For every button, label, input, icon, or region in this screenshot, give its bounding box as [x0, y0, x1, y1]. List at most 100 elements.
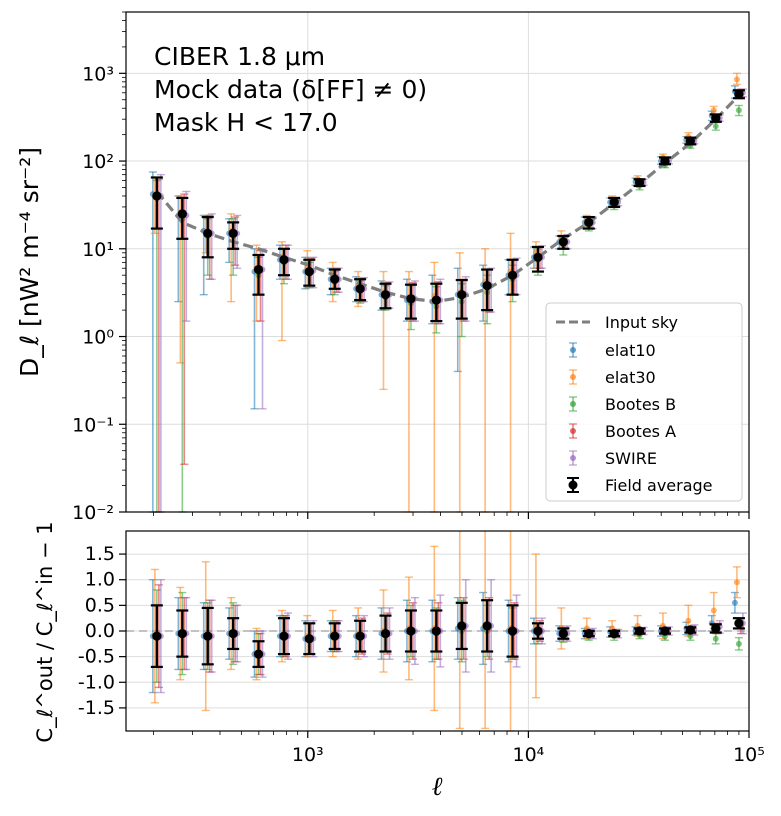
- bottom-ytick-label: 0.0: [85, 620, 115, 642]
- residual-field-average-point: [355, 631, 365, 641]
- field-average-point: [279, 255, 289, 265]
- legend-swire: SWIRE: [605, 449, 657, 468]
- residual-field-average-point: [177, 628, 187, 639]
- residual-field-average-point: [507, 626, 518, 636]
- field-average-point: [482, 281, 492, 291]
- residual-field-average-point: [584, 628, 594, 639]
- data-point: [712, 123, 719, 130]
- legend: Input sky elat10 elat30 Bootes B Bootes …: [545, 302, 743, 502]
- top-ytick-label: 10³: [82, 63, 114, 85]
- top-ytick-label: 10²: [82, 151, 114, 173]
- bottom-ytick-label: -1.5: [78, 697, 115, 719]
- field-average-point: [634, 177, 645, 188]
- residual-field-average-point: [457, 621, 467, 631]
- residual-point: [735, 640, 742, 647]
- top-data: [148, 72, 747, 513]
- residual-field-average-point: [685, 625, 695, 635]
- xtick-label: 10³: [292, 744, 324, 766]
- field-average-point: [380, 290, 391, 300]
- residual-field-average-point: [431, 626, 441, 636]
- legend-point: [570, 347, 576, 353]
- data-point: [710, 107, 717, 114]
- residual-field-average-point: [734, 618, 744, 628]
- bottom-ytick-label: 1.0: [85, 569, 115, 591]
- field-average-point: [177, 209, 187, 219]
- annotation-line-1: CIBER 1.8 μm: [154, 42, 325, 71]
- residual-field-average-point: [330, 631, 340, 641]
- legend-field-average: Field average: [605, 476, 713, 495]
- residual-point: [733, 579, 740, 586]
- annotation-line-3: Mask H < 17.0: [154, 108, 338, 137]
- legend-point: [570, 401, 576, 407]
- residual-point: [712, 635, 719, 642]
- top-ytick-label: 10⁻¹: [72, 414, 114, 436]
- legend-point: [568, 480, 578, 490]
- field-average-point: [228, 228, 238, 238]
- residual-field-average-point: [634, 626, 645, 636]
- field-average-point: [711, 113, 721, 123]
- top-ytick-label: 10¹: [82, 239, 114, 261]
- residual-field-average-point: [533, 626, 543, 636]
- legend-markers: [567, 342, 579, 493]
- bottom-ylabel: C_ℓ^out / C_ℓ^in − 1: [33, 521, 58, 742]
- residual-point: [710, 607, 717, 614]
- field-average-point: [507, 270, 518, 280]
- bottom-ytick-label: 1.5: [85, 543, 115, 565]
- residual-field-average-point: [253, 649, 264, 659]
- residual-field-average-point: [609, 628, 619, 639]
- legend-point: [570, 455, 576, 461]
- field-average-point: [457, 290, 467, 300]
- residual-point: [685, 617, 692, 624]
- annotation-line-2: Mock data (δ[FF] ≠ 0): [154, 75, 427, 104]
- field-average-point: [355, 284, 365, 294]
- bottom-yticks: 1.5 1.0 0.5 0.0 -0.5 -1.0 -1.5: [78, 543, 126, 719]
- residual-series-field-average: [150, 599, 745, 668]
- top-ytick-label: 10⁻²: [72, 502, 114, 524]
- field-average-point: [431, 295, 441, 305]
- field-average-point: [685, 136, 695, 146]
- legend-input-sky: Input sky: [605, 313, 678, 332]
- series-field-average: [150, 89, 745, 323]
- residual-field-average-point: [279, 631, 289, 641]
- input-sky-line: [155, 94, 741, 304]
- bottom-panel: 1.5 1.0 0.5 0.0 -0.5 -1.0 -1.5 10³ 10⁴ 10⁵ C_ℓ^o…: [33, 512, 765, 802]
- data-point: [733, 76, 740, 83]
- top-ylabel: D_ℓ [nW² m⁻⁴ sr⁻²]: [15, 147, 44, 377]
- legend-elat30: elat30: [605, 368, 656, 387]
- residual-field-average-point: [380, 628, 391, 639]
- residual-field-average-point: [228, 628, 238, 639]
- legend-bootes-b: Bootes B: [605, 395, 676, 414]
- field-average-point: [660, 156, 670, 166]
- residual-field-average-point: [304, 634, 314, 644]
- data-point: [735, 107, 742, 114]
- field-average-point: [304, 266, 314, 277]
- legend-point: [570, 428, 576, 434]
- field-average-point: [203, 228, 213, 238]
- x-axis-label: ℓ: [432, 772, 443, 802]
- xtick-label: 10⁴: [512, 744, 544, 766]
- field-average-point: [152, 191, 162, 201]
- residual-field-average-point: [406, 626, 416, 636]
- field-average-point: [734, 89, 744, 99]
- bottom-ytick-label: -0.5: [78, 646, 115, 668]
- residual-field-average-point: [660, 626, 670, 636]
- residual-field-average-point: [203, 631, 213, 641]
- field-average-point: [609, 197, 619, 207]
- legend-bootes-a: Bootes A: [605, 422, 676, 441]
- bottom-ytick-label: -1.0: [78, 671, 115, 693]
- residual-point: [731, 599, 738, 606]
- xtick-label: 10⁵: [733, 744, 765, 766]
- field-average-point: [533, 252, 543, 262]
- top-ytick-label: 10⁰: [82, 327, 114, 349]
- legend-elat10: elat10: [605, 341, 656, 360]
- field-average-point: [253, 264, 264, 275]
- field-average-point: [584, 217, 594, 227]
- top-panel: 10⁻² 10⁻¹ 10⁰ 10¹ 10² 10³ CIBER 1.8 μm Mock d…: [15, 11, 750, 524]
- field-average-point: [558, 237, 568, 247]
- residual-field-average-point: [152, 631, 162, 641]
- bottom-ytick-label: 0.5: [85, 594, 115, 616]
- x-ticks: 10³ 10⁴ 10⁵: [153, 512, 765, 766]
- residual-field-average-point: [482, 621, 492, 631]
- legend-frame: [545, 302, 743, 502]
